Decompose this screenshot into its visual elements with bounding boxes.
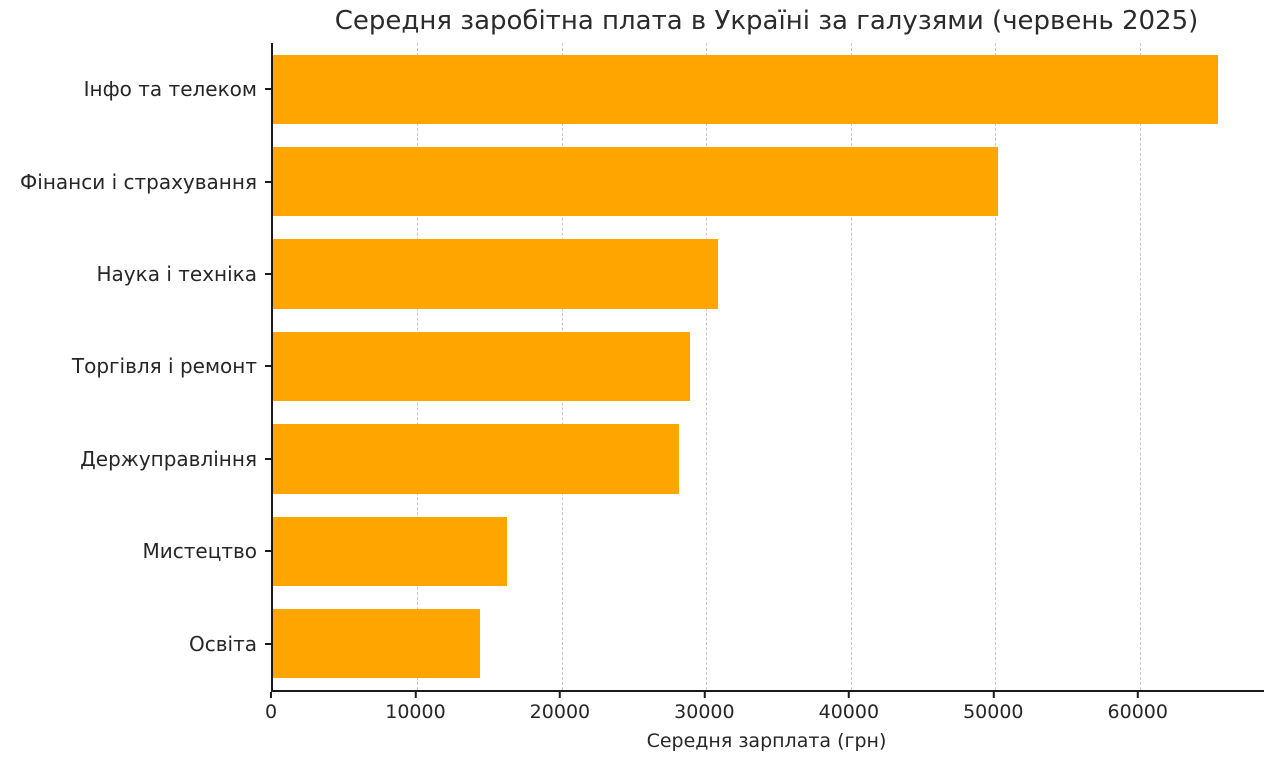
y-tick-mark: [265, 642, 271, 645]
y-tick-label: Освіта: [189, 631, 257, 656]
x-tick: 60000: [1108, 692, 1168, 723]
bar-row: [273, 413, 1264, 505]
y-axis-labels: Інфо та телеком Фінанси і страхування Наук…: [0, 43, 271, 690]
bar: [273, 239, 718, 309]
y-tick-row: Освіта: [0, 598, 271, 690]
y-tick-row: Наука і техніка: [0, 228, 271, 320]
bar-series: [273, 43, 1264, 690]
bar-row: [273, 320, 1264, 412]
gridline: [1139, 43, 1141, 690]
y-tick-mark: [265, 273, 271, 276]
bar: [273, 609, 480, 679]
y-tick-mark: [265, 457, 271, 460]
x-tick-label: 0: [264, 701, 278, 723]
y-tick-row: Інфо та телеком: [0, 43, 271, 135]
gridline: [995, 43, 997, 690]
y-tick-label: Мистецтво: [142, 539, 258, 564]
bar-row: [273, 505, 1264, 597]
gridline: [850, 43, 852, 690]
x-tick-mark: [1136, 692, 1139, 698]
y-tick-label: Наука і техніка: [96, 262, 258, 287]
x-tick: 20000: [530, 692, 590, 723]
x-tick-mark: [414, 692, 417, 698]
y-tick-label: Інфо та телеком: [83, 77, 257, 102]
x-tick-mark: [703, 692, 706, 698]
y-tick-row: Мистецтво: [0, 505, 271, 597]
x-axis-label: Середня зарплата (грн): [646, 730, 887, 752]
y-tick-label: Фінанси і страхування: [20, 169, 257, 194]
x-tick-mark: [992, 692, 995, 698]
plot-area: [271, 43, 1264, 692]
y-tick-row: Держуправління: [0, 413, 271, 505]
x-tick: 50000: [963, 692, 1024, 723]
bar: [273, 54, 1218, 124]
x-tick-label: 60000: [1107, 701, 1168, 723]
y-tick-mark: [265, 180, 271, 183]
x-tick-mark: [270, 692, 272, 698]
bar: [273, 331, 691, 402]
y-tick-mark: [265, 365, 271, 368]
y-tick-label: Торгівля і ремонт: [71, 354, 257, 379]
x-tick: 40000: [819, 692, 879, 723]
x-tick: 30000: [674, 692, 735, 723]
x-tick-mark: [558, 692, 561, 698]
y-tick-mark: [265, 88, 271, 91]
y-tick-row: Фінанси і страхування: [0, 135, 271, 227]
x-axis: 0 10000 20000 30000 40000 50000 60000: [265, 692, 1262, 730]
bar-row: [273, 43, 1264, 135]
gridline: [706, 43, 708, 690]
x-tick: 0: [265, 692, 277, 723]
x-tick-label: 10000: [385, 701, 446, 723]
y-tick-mark: [265, 550, 271, 553]
bar-row: [273, 135, 1264, 227]
bar: [273, 424, 679, 494]
bar: [273, 146, 999, 217]
chart-title: Середня заробітна плата в Україні за гал…: [334, 6, 1199, 36]
x-tick-label: 40000: [818, 701, 880, 723]
y-tick-row: Торгівля і ремонт: [0, 320, 271, 412]
bar-row: [273, 228, 1264, 320]
bar-row: [273, 598, 1264, 690]
x-tick-label: 50000: [963, 701, 1024, 723]
x-tick-label: 20000: [529, 701, 591, 723]
bar: [273, 516, 508, 586]
y-tick-label: Держуправління: [80, 446, 257, 471]
x-tick: 10000: [385, 692, 446, 723]
x-tick-mark: [847, 692, 850, 698]
x-tick-label: 30000: [674, 701, 735, 723]
